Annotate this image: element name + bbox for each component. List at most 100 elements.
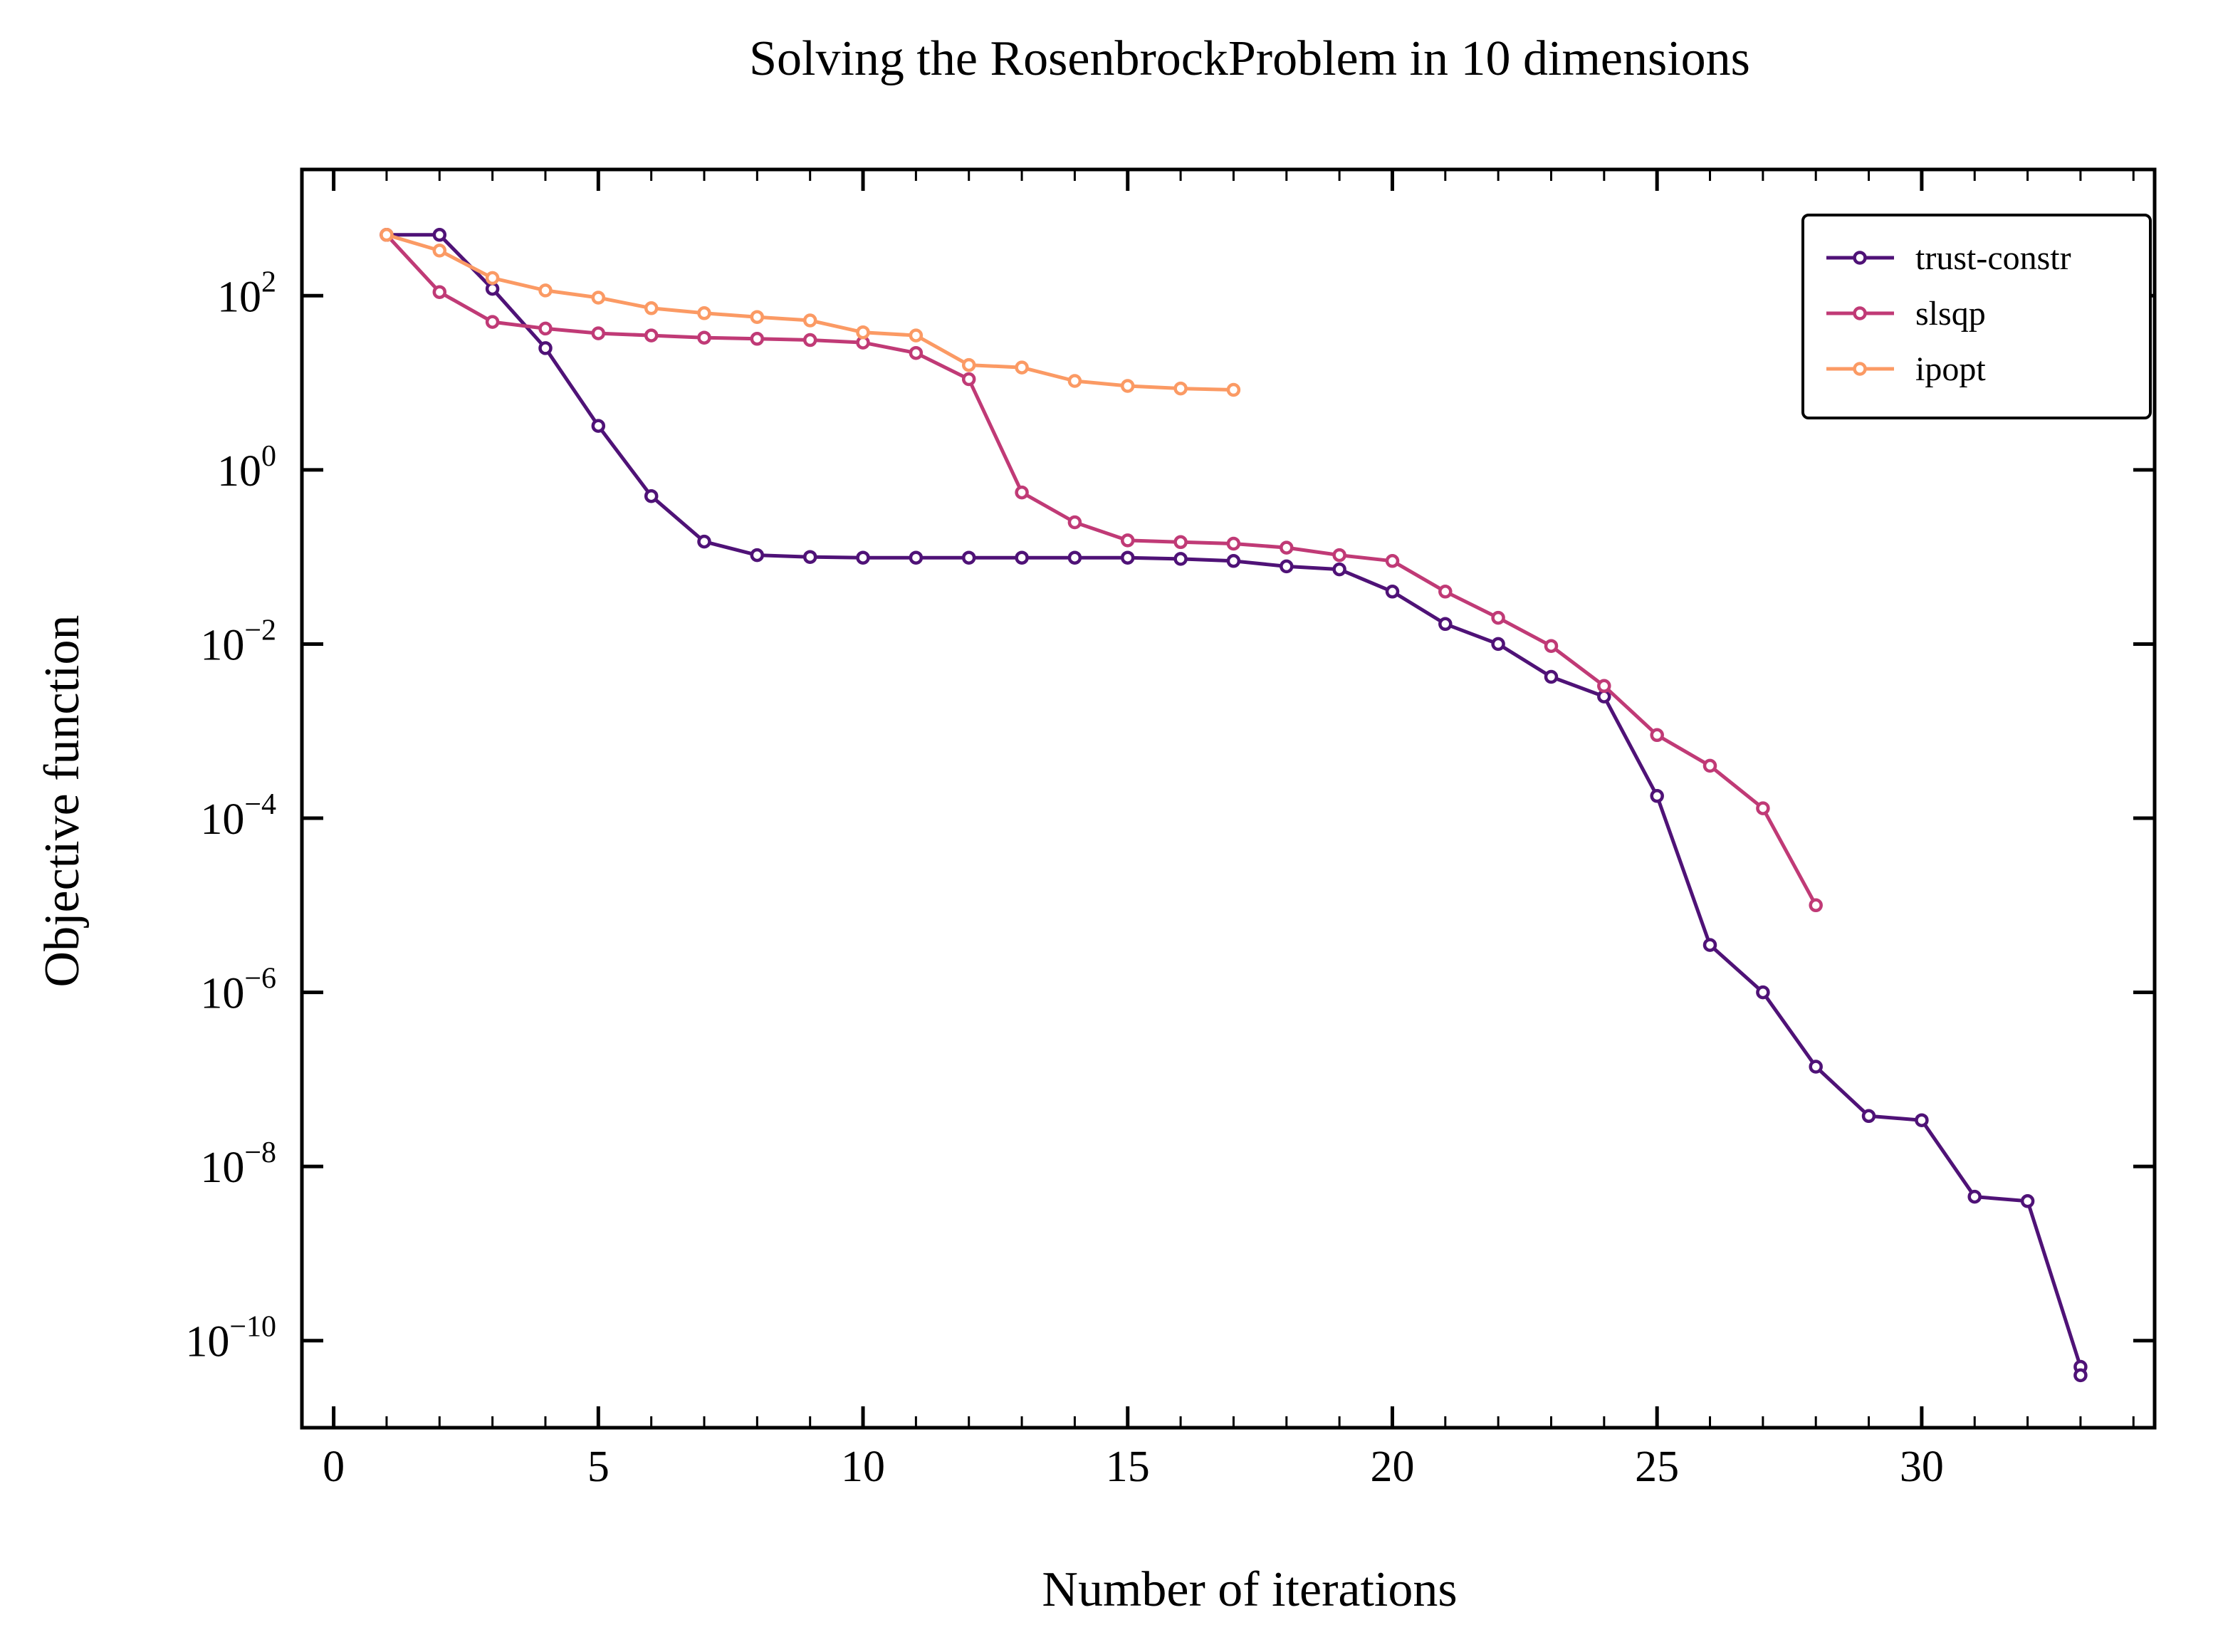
series-1-point — [591, 326, 606, 340]
x-tick-label: 25 — [1635, 1443, 1679, 1491]
x-axis-label: Number of iterations — [1042, 1562, 1457, 1617]
series-0-point — [961, 550, 976, 565]
series-0-point — [1491, 637, 1505, 652]
series-0-point — [1967, 1189, 1982, 1204]
series-2-point — [961, 357, 976, 372]
series-0-point — [1861, 1109, 1876, 1124]
series-2-point — [856, 325, 870, 340]
y-tick-label: 10−4 — [200, 788, 276, 844]
series-1-point — [644, 328, 659, 343]
series-0-point — [1120, 550, 1135, 565]
series-1-point — [697, 330, 711, 345]
y-tick-label: 10−10 — [185, 1311, 276, 1366]
series-2-point — [644, 301, 659, 315]
series-0-point — [1438, 617, 1453, 632]
series-1-point — [1544, 639, 1559, 653]
series-0-point — [1173, 552, 1188, 566]
series-1-point — [1650, 728, 1664, 743]
series-2-point — [591, 291, 606, 305]
series-0-point — [1809, 1060, 1823, 1074]
series-0-point — [1067, 550, 1082, 565]
legend-label: slsqp — [1915, 295, 1986, 333]
series-0-point — [1650, 789, 1664, 803]
series-line-0 — [386, 233, 2083, 1376]
series-2-point — [1067, 374, 1082, 388]
series-1-point — [1597, 679, 1611, 694]
series-0-point — [750, 548, 765, 563]
x-tick-label: 20 — [1370, 1443, 1414, 1491]
series-1-point — [1438, 585, 1453, 599]
series-0-point — [1385, 585, 1400, 599]
legend-marker — [1853, 306, 1867, 320]
y-tick-label: 102 — [217, 266, 276, 321]
y-tick-label: 10−6 — [200, 963, 276, 1018]
series-0-point — [802, 550, 817, 564]
series-1-point — [1809, 898, 1823, 913]
series-0-point — [1915, 1113, 1929, 1127]
series-0-point — [538, 341, 553, 355]
series-2-point — [1173, 381, 1188, 396]
y-axis-ticks: 102 100 10−2 10−4 10−6 10−8 10−10 — [185, 266, 2155, 1366]
series-0-point — [909, 550, 924, 565]
legend: trust-constr slsqp ipopt — [1801, 214, 2152, 419]
series-1-point — [909, 345, 924, 360]
series-1-point — [1173, 535, 1188, 550]
series-1-point — [1067, 515, 1082, 530]
x-tick-label: 10 — [841, 1443, 885, 1491]
series-0-point — [2073, 1368, 2088, 1383]
series-0-point — [1544, 669, 1559, 684]
series-1-point — [1015, 485, 1029, 500]
series-0-point — [1332, 562, 1346, 577]
series-1-point — [1702, 758, 1717, 773]
series-2-point — [432, 244, 447, 258]
series-0-point — [1756, 985, 1770, 1000]
minor-ticks — [385, 169, 2135, 1428]
x-tick-label: 0 — [323, 1443, 345, 1491]
series-0-point — [432, 228, 447, 242]
legend-label: trust-constr — [1915, 239, 2071, 277]
series-2-point — [485, 271, 500, 286]
series-1-point — [1226, 536, 1241, 551]
series-2-point — [538, 283, 553, 298]
series-2-point — [909, 328, 924, 343]
legend-marker — [1853, 251, 1867, 265]
series-1-point — [485, 315, 500, 329]
series-0-point — [1015, 550, 1029, 565]
series-1-point — [1280, 540, 1294, 555]
legend-label: ipopt — [1915, 350, 1986, 388]
series-2-point — [1120, 379, 1135, 393]
y-axis-label: Objective function — [35, 615, 90, 988]
x-tick-label: 30 — [1900, 1443, 1944, 1491]
series-1-point — [1491, 610, 1505, 625]
series-1-point — [961, 372, 976, 387]
series-0-point — [1702, 938, 1717, 952]
series-1-point — [432, 285, 447, 299]
series-2-point — [1226, 382, 1241, 397]
x-tick-label: 5 — [587, 1443, 610, 1491]
y-tick-label: 10−2 — [200, 614, 276, 669]
series-2-point — [802, 313, 817, 328]
series-1-point — [1120, 533, 1135, 548]
y-tick-label: 100 — [217, 440, 276, 496]
series-2-point — [750, 310, 765, 324]
series-0-point — [2020, 1194, 2035, 1208]
series-1-point — [1385, 554, 1400, 568]
series-0-point — [485, 281, 500, 296]
x-axis-ticks: 0 5 10 15 20 25 30 — [323, 169, 1944, 1491]
series-0-point — [856, 550, 870, 565]
x-tick-label: 15 — [1106, 1443, 1150, 1491]
chart-title: Solving the RosenbrockProblem in 10 dime… — [749, 31, 1750, 86]
plot-series-group — [380, 228, 2088, 1383]
series-1-point — [538, 321, 553, 336]
series-0-point — [697, 534, 711, 549]
series-line-1 — [385, 234, 1818, 906]
series-1-point — [802, 333, 817, 347]
y-tick-label: 10−8 — [200, 1136, 276, 1192]
legend-items: trust-constr slsqp ipopt — [1826, 239, 2071, 388]
series-1-point — [750, 332, 765, 346]
series-0-point — [1280, 559, 1294, 574]
series-2-point — [697, 306, 711, 320]
series-0-point — [644, 488, 659, 503]
plot-frame — [300, 167, 2157, 1430]
